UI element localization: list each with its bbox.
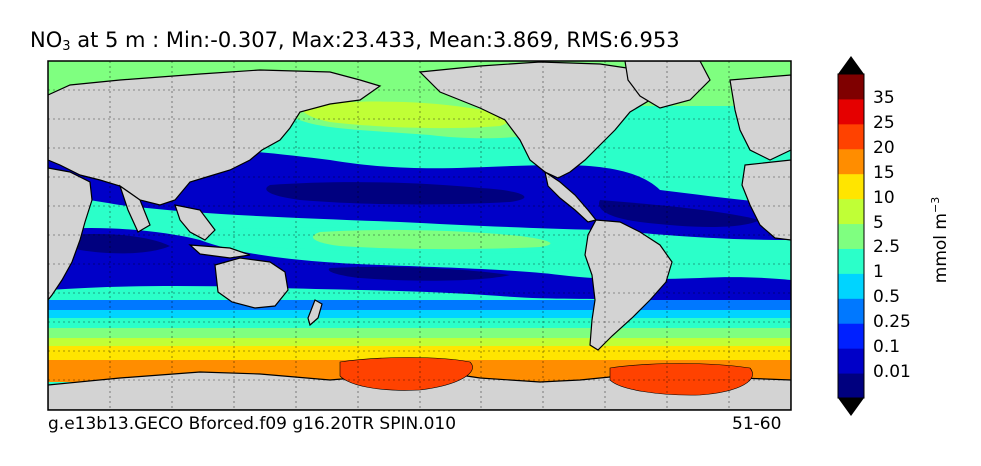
ocean-south-aqua-band bbox=[48, 318, 791, 328]
colorbar-tick-label: 5 bbox=[873, 212, 884, 233]
colorbar-frame bbox=[837, 73, 865, 399]
colorbar-segment bbox=[838, 198, 864, 225]
colorbar-segment bbox=[838, 348, 864, 374]
ocean-weddell-sea-redorange bbox=[609, 363, 753, 396]
land-australia bbox=[214, 257, 289, 309]
ocean-south-azure-band bbox=[48, 300, 791, 310]
colorbar-tick-label: 15 bbox=[873, 162, 895, 183]
colorbar-unit-label: mmol m−3 bbox=[929, 197, 951, 283]
land-indonesia bbox=[188, 244, 251, 259]
colorbar-tick-label: 0.5 bbox=[873, 287, 901, 308]
colorbar-segment bbox=[838, 223, 864, 249]
colorbar-tick-label: 10 bbox=[873, 187, 895, 208]
land-central-america bbox=[544, 170, 598, 223]
map-title: NO3 at 5 m : Min:-0.307, Max:23.433, Mea… bbox=[30, 28, 680, 54]
title-statistics: at 5 m : Min:-0.307, Max:23.433, Mean:3.… bbox=[70, 28, 680, 52]
ocean-north-atlantic-navy bbox=[599, 200, 760, 227]
colorbar-segment bbox=[838, 173, 864, 200]
ocean-north-subtropical-navy bbox=[266, 182, 525, 205]
land-europe-west bbox=[729, 74, 791, 161]
ocean-south-green-band bbox=[48, 328, 791, 338]
colorbar-segment bbox=[838, 298, 864, 324]
land-africa-west bbox=[741, 159, 791, 241]
colorbar-segment bbox=[838, 323, 864, 349]
colorbar-segment bbox=[838, 373, 864, 399]
colorbar-unit-main: mmol m bbox=[931, 213, 951, 284]
colorbar-segment bbox=[838, 123, 864, 150]
years-label: 51-60 bbox=[732, 414, 782, 434]
title-subscript: 3 bbox=[62, 39, 71, 54]
map-frame bbox=[47, 60, 792, 411]
colorbar-extend-min bbox=[838, 398, 864, 416]
colorbar-unit-exponent: −3 bbox=[929, 196, 942, 213]
colorbar-tick-label: 25 bbox=[873, 112, 895, 133]
colorbar-segment bbox=[838, 273, 864, 299]
ocean-south-pacific-navy bbox=[328, 266, 510, 281]
ocean-north-pacific-yellowgreen bbox=[300, 101, 509, 129]
map-gridlines bbox=[48, 61, 791, 410]
ocean-south-cyan-band bbox=[48, 310, 791, 318]
ocean-ross-sea-redorange bbox=[339, 357, 473, 391]
colorbar-tick-label: 0.01 bbox=[873, 362, 911, 383]
colorbar-segment bbox=[838, 148, 864, 175]
land-new-zealand bbox=[307, 299, 323, 327]
colorbar-tick-label: 0.25 bbox=[873, 312, 911, 333]
map-panel bbox=[48, 61, 791, 410]
land-greenland bbox=[624, 61, 711, 109]
ocean-south-yellowgreen-band bbox=[48, 338, 791, 346]
case-name-label: g.e13b13.GECO Bforced.f09 g16.20TR SPIN.… bbox=[48, 414, 457, 434]
colorbar-tick-label: 20 bbox=[873, 137, 895, 158]
land-north-america bbox=[418, 61, 661, 179]
colorbar-segment bbox=[838, 74, 864, 100]
land-southeast-asia bbox=[174, 204, 216, 241]
ocean-south-indian-navy bbox=[65, 234, 170, 254]
land-india bbox=[118, 184, 151, 233]
colorbar bbox=[837, 56, 865, 416]
colorbar-extend-max bbox=[838, 56, 864, 74]
colorbar-tick-label: 35 bbox=[873, 87, 895, 108]
colorbar-tick-label: 1 bbox=[873, 262, 884, 283]
colorbar-segment bbox=[838, 98, 864, 125]
land-south-america bbox=[584, 219, 673, 351]
colorbar-segment bbox=[838, 248, 864, 274]
colorbar-tick-label: 0.1 bbox=[873, 337, 901, 358]
land-eurasia bbox=[48, 69, 382, 206]
ocean-equatorial-green bbox=[312, 229, 551, 250]
land-africa bbox=[48, 167, 93, 301]
colorbar-tick-label: 2.5 bbox=[873, 237, 901, 258]
title-variable: NO bbox=[30, 28, 63, 52]
